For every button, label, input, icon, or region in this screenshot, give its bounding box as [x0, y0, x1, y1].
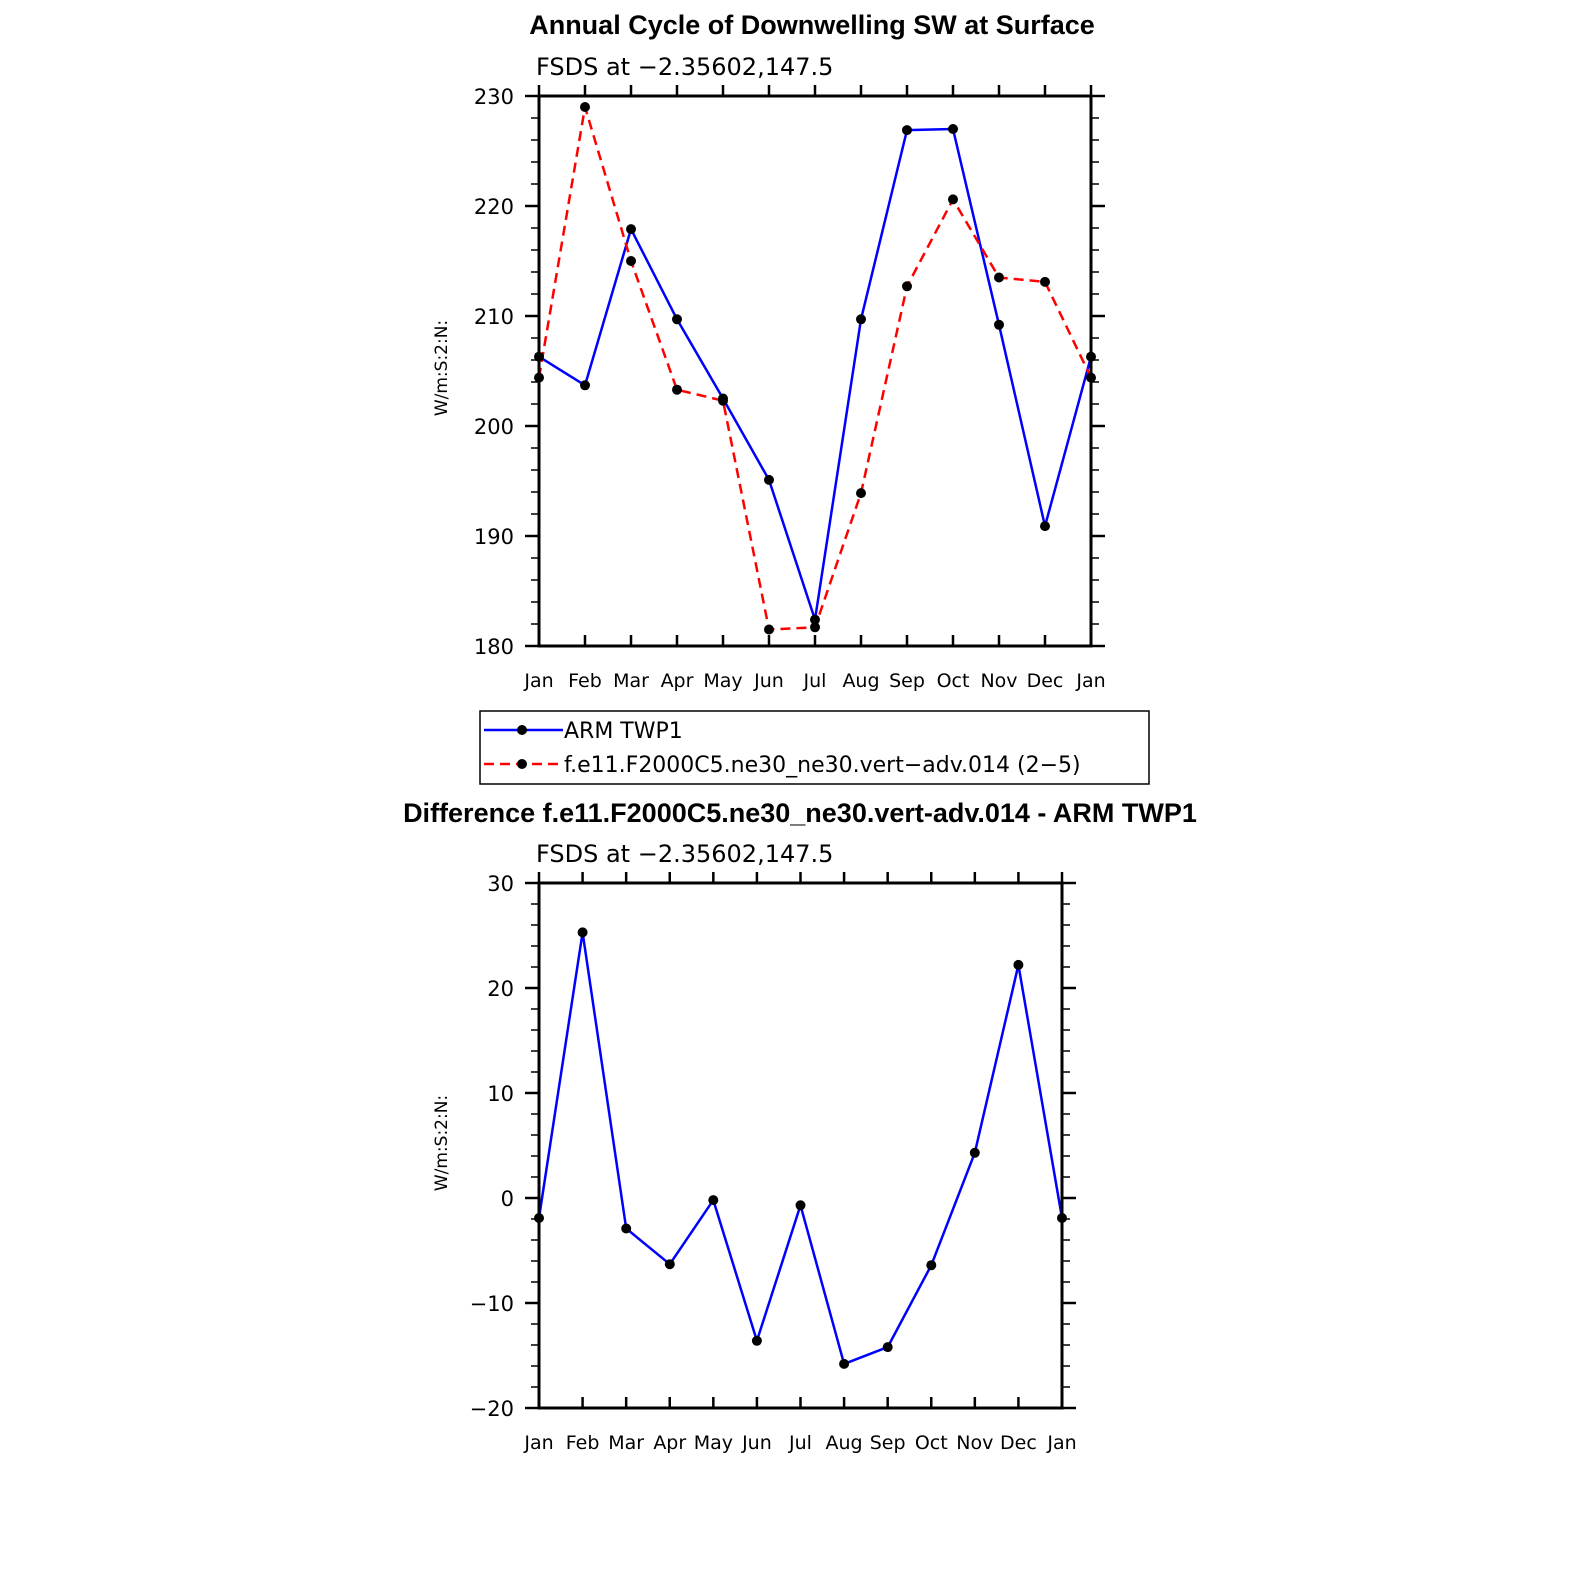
x-tick-label: Jun	[741, 1432, 772, 1454]
x-tick-label: Oct	[937, 670, 970, 692]
legend-swatch-marker	[517, 759, 527, 769]
legend-swatch-marker	[517, 725, 527, 735]
y-tick-label: 180	[474, 635, 514, 659]
axis-ticks	[525, 872, 1076, 1410]
x-tick-label: Feb	[566, 1432, 600, 1454]
x-tick-label: May	[694, 1432, 733, 1454]
data-point	[751, 1335, 762, 1346]
y-tick-label: 230	[474, 85, 514, 109]
x-tick-label: Sep	[889, 670, 925, 692]
series-group	[534, 927, 1067, 1369]
x-tick-label: Jan	[523, 670, 553, 692]
y-tick-labels: −20 −10 0 10 20 30	[470, 872, 514, 1421]
x-tick-label: Aug	[826, 1432, 863, 1454]
data-point	[810, 614, 820, 625]
data-point	[1013, 959, 1024, 970]
y-tick-label: −20	[470, 1397, 514, 1421]
data-point	[969, 1147, 980, 1158]
chart-title: Difference f.e11.F2000C5.ne30_ne30.vert-…	[403, 798, 1197, 828]
data-point	[626, 224, 636, 235]
y-tick-label: 30	[487, 872, 514, 896]
x-tick-label: Jul	[788, 1432, 812, 1454]
legend: ARM TWP1 f.e11.F2000C5.ne30_ne30.vert−ad…	[479, 710, 1150, 785]
y-tick-label: −10	[470, 1292, 514, 1316]
y-tick-label: 190	[474, 525, 514, 549]
x-tick-labels: Jan Feb Mar Apr May Jun Jul Aug Sep Oct Nov Dec Jan	[523, 1432, 1076, 1454]
x-tick-label: Feb	[568, 670, 602, 692]
legend-box	[479, 710, 1150, 785]
data-point	[1040, 276, 1050, 287]
data-point	[664, 1259, 675, 1270]
data-point	[839, 1358, 850, 1369]
data-point	[1040, 521, 1050, 532]
x-tick-label: Mar	[608, 1432, 644, 1454]
y-tick-labels: 180 190 200 210 220 230	[474, 85, 514, 659]
data-point	[672, 384, 682, 395]
x-tick-label: Mar	[613, 670, 649, 692]
data-point	[621, 1223, 632, 1234]
y-tick-label: 10	[487, 1082, 514, 1106]
data-point	[764, 474, 774, 485]
annual-cycle-chart: Annual Cycle of Downwelling SW at Surfac…	[432, 10, 1150, 785]
x-tick-label: Jan	[523, 1432, 553, 1454]
y-axis-label: W/m:S:2:N:	[432, 1095, 452, 1191]
data-point	[672, 314, 682, 325]
series-line	[538, 127, 1093, 621]
x-tick-labels: Jan Feb Mar Apr May Jun Jul Aug Sep Oct Nov Dec Jan	[523, 670, 1105, 692]
data-point	[926, 1260, 937, 1271]
data-point	[580, 380, 590, 391]
data-point	[902, 281, 912, 292]
x-tick-label: Nov	[956, 1432, 993, 1454]
difference-chart: Difference f.e11.F2000C5.ne30_ne30.vert-…	[403, 798, 1197, 1454]
data-point	[708, 1195, 719, 1206]
x-tick-label: Jan	[1075, 670, 1105, 692]
x-tick-label: Apr	[661, 670, 694, 692]
y-axis-label: W/m:S:2:N:	[432, 320, 452, 416]
series-line	[537, 931, 1064, 1366]
data-point	[902, 125, 912, 136]
x-tick-label: Nov	[980, 670, 1017, 692]
y-tick-label: 20	[487, 977, 514, 1001]
x-tick-label: Oct	[915, 1432, 948, 1454]
legend-entry: ARM TWP1	[484, 719, 683, 744]
x-tick-label: Jun	[753, 670, 784, 692]
data-point	[580, 102, 590, 112]
data-point	[856, 488, 866, 499]
chart-subtitle: FSDS at −2.35602,147.5	[536, 840, 833, 868]
x-tick-label: Apr	[653, 1432, 686, 1454]
plot-frame	[537, 881, 1064, 1410]
x-tick-label: Sep	[870, 1432, 906, 1454]
data-point	[994, 319, 1004, 330]
y-tick-label: 220	[474, 195, 514, 219]
x-tick-label: Aug	[842, 670, 879, 692]
data-point	[948, 124, 958, 134]
plot-frame	[537, 94, 1093, 648]
data-point	[626, 256, 636, 266]
x-tick-label: Jul	[803, 670, 827, 692]
y-tick-label: 200	[474, 415, 514, 439]
axis-ticks	[525, 85, 1105, 648]
y-tick-label: 210	[474, 305, 514, 329]
series-group	[534, 102, 1096, 635]
legend-label: f.e11.F2000C5.ne30_ne30.vert−adv.014 (2−…	[564, 753, 1081, 778]
x-tick-label: Dec	[1000, 1432, 1037, 1454]
y-tick-label: 0	[501, 1187, 514, 1211]
legend-entry: f.e11.F2000C5.ne30_ne30.vert−adv.014 (2−…	[484, 753, 1081, 778]
data-point	[856, 314, 866, 325]
data-point	[718, 395, 728, 406]
x-tick-label: May	[703, 670, 742, 692]
data-point	[994, 272, 1004, 283]
data-point	[882, 1342, 893, 1353]
legend-label: ARM TWP1	[564, 719, 683, 744]
data-point	[795, 1200, 806, 1211]
data-point	[810, 622, 820, 633]
x-tick-label: Jan	[1046, 1432, 1076, 1454]
data-point	[948, 194, 958, 205]
data-point	[764, 624, 774, 635]
chart-title: Annual Cycle of Downwelling SW at Surfac…	[529, 10, 1095, 40]
chart-subtitle: FSDS at −2.35602,147.5	[536, 53, 833, 81]
x-tick-label: Dec	[1027, 670, 1064, 692]
data-point	[577, 927, 588, 938]
